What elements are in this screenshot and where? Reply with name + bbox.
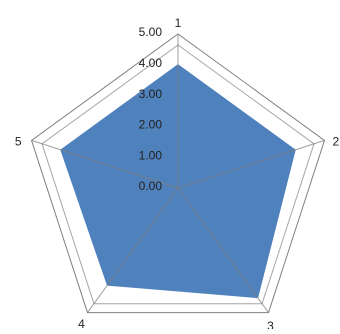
radial-tick-label: 1.00 bbox=[139, 148, 163, 162]
spoke-4 bbox=[87, 187, 179, 313]
spokes bbox=[31, 34, 325, 313]
radial-tick-label: 4.00 bbox=[139, 56, 163, 70]
spoke-3 bbox=[177, 187, 269, 313]
radial-tick-label: 3.00 bbox=[139, 87, 163, 101]
category-label-1: 1 bbox=[175, 16, 182, 30]
radial-tick-labels: 0.00 1.00 2.00 3.00 4.00 5.00 bbox=[139, 25, 163, 193]
radial-tick-label: 2.00 bbox=[139, 118, 163, 132]
radial-tick-label: 5.00 bbox=[139, 25, 163, 39]
radial-tick-label: 0.00 bbox=[139, 179, 163, 193]
outer-frame-ring bbox=[30, 33, 326, 314]
category-label-5: 5 bbox=[15, 135, 22, 149]
category-label-4: 4 bbox=[78, 317, 85, 329]
grid-rings bbox=[30, 33, 326, 314]
spoke-5 bbox=[31, 139, 179, 189]
category-label-3: 3 bbox=[267, 319, 274, 329]
category-label-2: 2 bbox=[332, 135, 339, 149]
spoke-2 bbox=[177, 139, 325, 189]
category-labels: 1 2 3 4 5 bbox=[15, 16, 340, 333]
inner-frame-ring bbox=[41, 44, 315, 305]
